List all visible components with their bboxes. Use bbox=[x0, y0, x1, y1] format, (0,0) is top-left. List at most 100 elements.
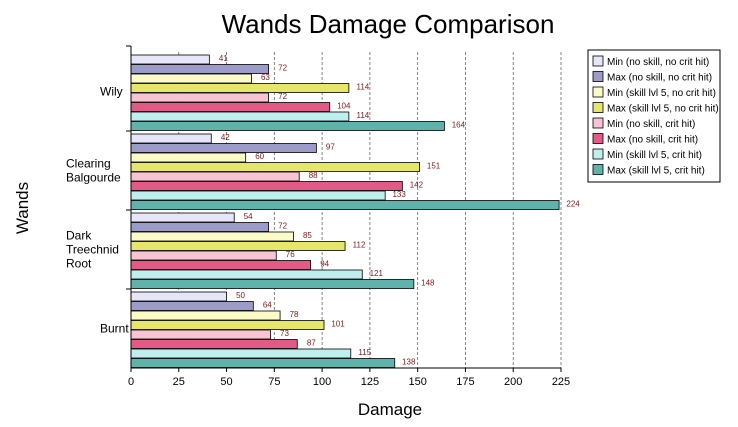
x-tick-label: 225 bbox=[552, 376, 570, 388]
bar-value-label: 72 bbox=[278, 92, 287, 101]
x-tick-label: 125 bbox=[361, 376, 379, 388]
bar bbox=[130, 171, 300, 182]
bar-value-label: 114 bbox=[356, 111, 369, 120]
legend-box bbox=[587, 49, 721, 183]
x-tick-label: 75 bbox=[268, 376, 280, 388]
bar-value-label: 133 bbox=[392, 190, 406, 199]
legend-entry: Min (skill lvl 5, crit hit) bbox=[607, 150, 702, 161]
bar bbox=[130, 200, 560, 210]
bar-value-label: 121 bbox=[370, 269, 384, 278]
bar-value-label: 138 bbox=[402, 357, 416, 366]
category-label: Burnt bbox=[100, 322, 129, 336]
category-label: Clearing Balgourde bbox=[66, 157, 121, 185]
bar-value-label: 94 bbox=[320, 259, 329, 268]
bars bbox=[130, 54, 560, 368]
bar-value-label: 112 bbox=[353, 240, 366, 249]
legend: Min (no skill, no crit hit) Max (no skill… bbox=[587, 49, 721, 183]
bar-value-label: 88 bbox=[309, 171, 318, 180]
bar-value-label: 148 bbox=[421, 278, 435, 287]
category-label: Wily bbox=[100, 85, 123, 99]
legend-swatch bbox=[592, 164, 604, 175]
bar bbox=[130, 250, 277, 261]
x-tick-label: 0 bbox=[128, 376, 134, 388]
bar bbox=[130, 222, 270, 232]
x-tick-label: 200 bbox=[504, 376, 522, 388]
bar bbox=[130, 348, 352, 359]
x-axis-title: Damage bbox=[358, 400, 422, 419]
bar bbox=[130, 92, 270, 103]
bar bbox=[130, 301, 254, 311]
bar-value-label: 101 bbox=[331, 319, 345, 328]
bar bbox=[130, 83, 350, 93]
bar bbox=[130, 339, 298, 349]
bar-value-label: 224 bbox=[566, 199, 580, 208]
category-labels: Wily Clearing Balgourde Dark Treechnid Root Bu… bbox=[66, 85, 129, 336]
bar bbox=[130, 329, 271, 340]
x-tick-label: 100 bbox=[313, 376, 331, 388]
bar-value-label: 87 bbox=[307, 338, 316, 347]
legend-swatch bbox=[592, 86, 604, 98]
bar bbox=[130, 64, 270, 74]
bar bbox=[130, 358, 396, 368]
x-tick-label: 50 bbox=[220, 376, 232, 388]
axes bbox=[126, 45, 562, 372]
y-axis-title: Wands bbox=[13, 182, 32, 234]
bar-value-label: 76 bbox=[286, 250, 295, 259]
bar-value-label: 63 bbox=[261, 73, 270, 82]
legend-swatch bbox=[592, 133, 604, 144]
bar bbox=[130, 190, 386, 201]
bar-value-label: 41 bbox=[219, 54, 228, 63]
bar-value-label: 142 bbox=[410, 180, 424, 189]
bar-value-label: 114 bbox=[356, 82, 369, 91]
bar bbox=[130, 133, 212, 144]
legend-swatch bbox=[592, 71, 604, 82]
bar bbox=[130, 143, 317, 153]
bar bbox=[130, 279, 415, 289]
x-tick-label: 150 bbox=[408, 376, 426, 388]
bar-value-label: 164 bbox=[452, 120, 466, 129]
bar-value-label: 64 bbox=[263, 300, 272, 309]
bar-value-label: 54 bbox=[244, 212, 253, 221]
bar bbox=[130, 260, 312, 270]
bar-value-label: 115 bbox=[358, 348, 371, 357]
bar bbox=[130, 320, 325, 330]
legend-entry: Min (skill lvl 5, no crit hit) bbox=[607, 88, 716, 99]
bar bbox=[130, 291, 227, 302]
bar-value-label: 151 bbox=[427, 161, 441, 170]
legend-entry: Min (no skill, no crit hit) bbox=[607, 57, 709, 68]
bar bbox=[130, 121, 445, 131]
data-labels: 41 72 63 114 72 104 114 164 42 97 60 151 88 142 133 224… bbox=[219, 54, 580, 367]
bar-value-label: 72 bbox=[278, 221, 287, 230]
bar-value-label: 78 bbox=[290, 310, 299, 319]
legend-entry: Max (no skill, crit hit) bbox=[607, 135, 698, 146]
bar bbox=[130, 102, 331, 112]
bar-value-label: 50 bbox=[236, 291, 245, 300]
legend-swatch bbox=[592, 148, 604, 160]
legend-entry: Min (no skill, crit hit) bbox=[607, 119, 695, 130]
bar bbox=[130, 181, 403, 191]
legend-swatch bbox=[592, 102, 604, 113]
bar bbox=[130, 212, 235, 223]
x-tick-label: 175 bbox=[456, 376, 474, 388]
x-tick-label: 25 bbox=[173, 376, 185, 388]
legend-swatch bbox=[592, 55, 604, 67]
chart-title: Wands Damage Comparison bbox=[222, 9, 555, 39]
bar bbox=[130, 54, 210, 65]
legend-entry: Max (no skill, no crit hit) bbox=[607, 73, 712, 84]
bar-value-label: 97 bbox=[326, 142, 335, 151]
bar bbox=[130, 241, 346, 251]
bar bbox=[130, 73, 252, 84]
category-label: Dark Treechnid Root bbox=[66, 229, 119, 271]
legend-swatch bbox=[592, 117, 604, 129]
bar-value-label: 104 bbox=[337, 101, 351, 110]
bar bbox=[130, 152, 247, 163]
bar-value-label: 72 bbox=[278, 63, 287, 72]
x-tick-labels: 0 25 50 75 100 125 150 175 200 225 bbox=[128, 376, 570, 388]
bar-value-label: 42 bbox=[221, 133, 230, 142]
bar-value-label: 85 bbox=[303, 231, 312, 240]
bar-value-label: 60 bbox=[255, 152, 264, 161]
bar bbox=[130, 310, 281, 321]
bar bbox=[130, 162, 420, 172]
legend-entry: Max (skill lvl 5, crit hit) bbox=[607, 166, 705, 177]
